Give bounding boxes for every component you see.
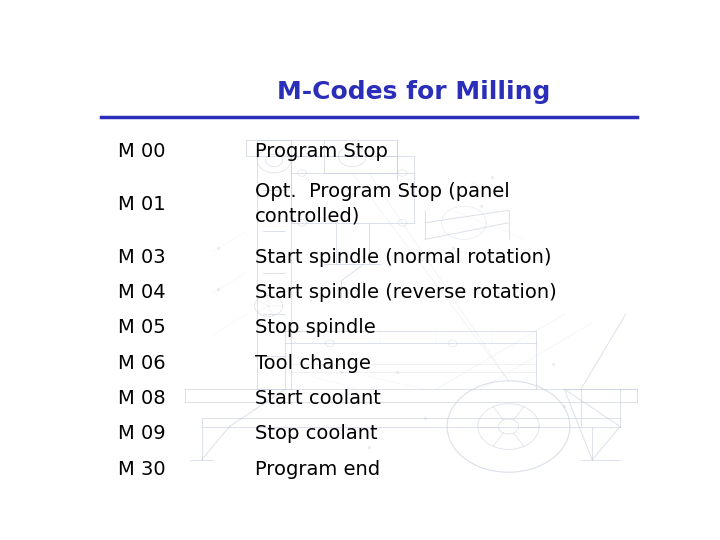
Text: Tool change: Tool change <box>255 354 371 373</box>
Text: M 00: M 00 <box>118 141 166 160</box>
Text: M 06: M 06 <box>118 354 166 373</box>
Text: Stop coolant: Stop coolant <box>255 424 377 443</box>
Text: M 09: M 09 <box>118 424 166 443</box>
Text: Start coolant: Start coolant <box>255 389 380 408</box>
Text: M 30: M 30 <box>118 460 166 478</box>
Text: M 05: M 05 <box>118 318 166 338</box>
Text: M 01: M 01 <box>118 194 166 214</box>
Text: Start spindle (reverse rotation): Start spindle (reverse rotation) <box>255 283 557 302</box>
Text: M 03: M 03 <box>118 248 166 267</box>
Text: M-Codes for Milling: M-Codes for Milling <box>277 80 550 104</box>
Text: Start spindle (normal rotation): Start spindle (normal rotation) <box>255 248 551 267</box>
Text: Opt.  Program Stop (panel
controlled): Opt. Program Stop (panel controlled) <box>255 183 509 226</box>
Text: M 08: M 08 <box>118 389 166 408</box>
Text: Program end: Program end <box>255 460 379 478</box>
Text: Program Stop: Program Stop <box>255 141 387 160</box>
Text: M 04: M 04 <box>118 283 166 302</box>
Text: Stop spindle: Stop spindle <box>255 318 375 338</box>
